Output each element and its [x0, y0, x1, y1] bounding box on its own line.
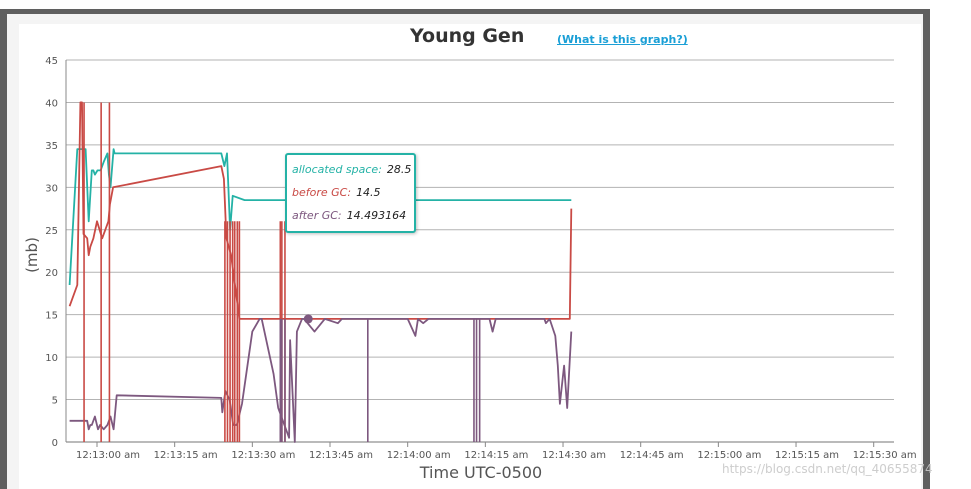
x-tick-label-3: 12:13:45 am [309, 450, 373, 461]
tooltip-value-after-gc: 14.493164 [346, 209, 407, 222]
tooltip-row-after-gc: after GC: 14.493164 [292, 209, 406, 222]
y-tick-label-15: 15 [45, 311, 58, 322]
y-axis-label: (mb) [23, 237, 41, 273]
chart-panel [19, 24, 921, 489]
x-tick-label-7: 12:14:45 am [620, 450, 684, 461]
right-margin [930, 0, 971, 489]
y-tick-label-35: 35 [45, 141, 58, 152]
y-tick-label-25: 25 [45, 226, 58, 237]
window-frame [0, 9, 930, 489]
series-lines [68, 101, 573, 443]
y-tick-label-40: 40 [45, 98, 58, 109]
tooltip-row-before-gc: before GC: 14.5 [292, 186, 381, 199]
hover-marker-circle [303, 314, 313, 324]
x-tick-label-0: 12:13:00 am [76, 450, 140, 461]
frame-inner [7, 14, 923, 489]
grid-lines [65, 59, 894, 443]
x-ticks: 12:13:00 am 12:13:15 am 12:13:30 am 12:13:4… [76, 442, 917, 461]
y-tick-label-30: 30 [45, 183, 58, 194]
x-tick-label-10: 12:15:30 am [853, 450, 917, 461]
series-line-after-gc [69, 317, 573, 443]
what-is-this-graph-link[interactable]: (What is this graph?) [557, 33, 688, 46]
x-tick-label-6: 12:14:30 am [542, 450, 606, 461]
x-tick-label-4: 12:14:00 am [387, 450, 451, 461]
chart-title: Young Gen [410, 25, 525, 47]
y-tick-label-20: 20 [45, 268, 58, 279]
y-tick-label-10: 10 [45, 353, 58, 364]
tooltip-row-allocated: allocated space: 28.5 [292, 163, 411, 176]
x-tick-label-9: 12:15:15 am [775, 450, 839, 461]
x-tick-label-1: 12:13:15 am [154, 450, 218, 461]
tooltip-value-allocated: 28.5 [386, 163, 412, 176]
y-tick-label-45: 45 [45, 56, 58, 67]
y-tick-label-0: 0 [52, 438, 58, 449]
x-tick-label-2: 12:13:30 am [231, 450, 295, 461]
tooltip-label-before-gc: before GC: [292, 186, 352, 199]
hover-tooltip: allocated space: 28.5 before GC: 14.5 afte… [285, 153, 416, 233]
series-line-allocated-space [68, 148, 572, 286]
series-line-before-gc [68, 101, 573, 320]
watermark: https://blog.csdn.net/qq_40655874 [722, 462, 933, 476]
x-tick-label-5: 12:14:15 am [464, 450, 528, 461]
y-tick-label-5: 5 [52, 396, 58, 407]
tooltip-label-after-gc: after GC: [292, 209, 342, 222]
y-ticks: 0 5 10 15 20 25 30 35 40 45 [45, 56, 58, 449]
x-tick-label-8: 12:15:00 am [697, 450, 761, 461]
x-axis-label: Time UTC-0500 [419, 463, 542, 482]
tooltip-value-before-gc: 14.5 [356, 186, 381, 199]
tooltip-label-allocated: allocated space: [292, 163, 382, 176]
